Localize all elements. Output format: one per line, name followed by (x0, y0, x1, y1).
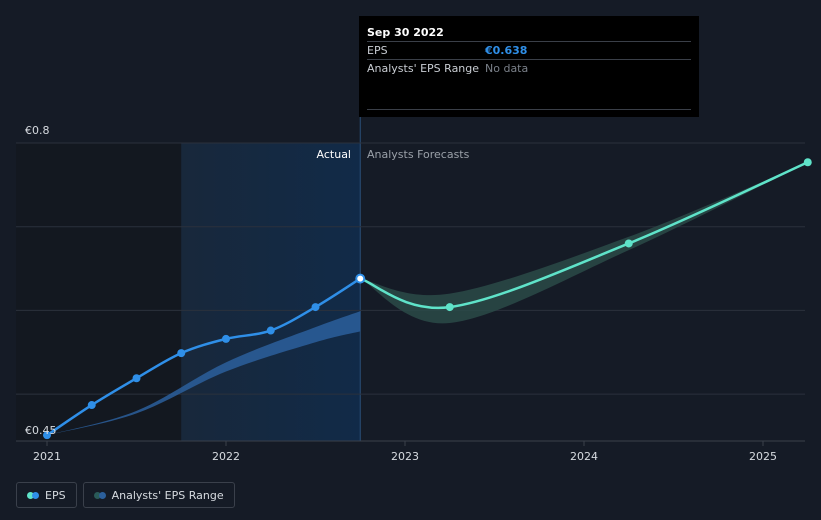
eps-tooltip: Sep 30 2022 EPS €0.638 Analysts' EPS Ran… (359, 16, 699, 117)
eps-forecast-line (359, 161, 809, 310)
y-tick-label: €0.45 (25, 424, 57, 437)
eps-actual-point (311, 303, 320, 312)
tooltip-eps-value: €0.638 (485, 44, 528, 57)
eps-actual-point (266, 326, 275, 335)
eps-actual-line (46, 277, 361, 437)
eps-range-actual (47, 311, 361, 436)
eps-actual-point (132, 374, 141, 383)
eps-actual-point (177, 349, 186, 358)
legend-eps-toggle[interactable]: EPS (16, 482, 77, 508)
tooltip-eps-label: EPS (367, 44, 388, 57)
past-period-band (181, 143, 361, 441)
chart-legend: EPS Analysts' EPS Range (16, 482, 235, 508)
tooltip-range-row: Analysts' EPS Range No data (367, 59, 691, 77)
tooltip-range-label: Analysts' EPS Range (367, 62, 480, 75)
x-tick-label: 2025 (749, 450, 777, 463)
x-tick-label: 2021 (33, 450, 61, 463)
forecast-label: Analysts Forecasts (367, 148, 470, 161)
actual-label: Actual (317, 148, 351, 161)
legend-range-toggle[interactable]: Analysts' EPS Range (82, 482, 235, 508)
x-tick-label: 2024 (570, 450, 598, 463)
legend-range-label: Analysts' EPS Range (111, 488, 224, 502)
history-band (16, 143, 182, 441)
eps-forecast-point (803, 158, 812, 167)
x-tick-label: 2023 (391, 450, 419, 463)
eps-forecast-point (624, 239, 633, 248)
eps-actual-point (43, 431, 51, 440)
y-tick-label: €0.8 (25, 124, 50, 137)
tooltip-range-value: No data (485, 62, 529, 75)
range-legend-icon (93, 491, 106, 499)
legend-eps-label: EPS (45, 488, 66, 502)
x-tick-label: 2022 (212, 450, 240, 463)
eps-legend-icon (27, 491, 39, 499)
tooltip-date: Sep 30 2022 (367, 26, 444, 39)
tooltip-divider (367, 109, 691, 110)
eps-current-point (355, 273, 366, 284)
eps-range-forecast (360, 162, 808, 324)
tooltip-eps-row: EPS €0.638 (367, 41, 691, 59)
eps-forecast-point (445, 303, 454, 312)
eps-actual-point (87, 401, 96, 410)
eps-actual-point (222, 334, 230, 343)
